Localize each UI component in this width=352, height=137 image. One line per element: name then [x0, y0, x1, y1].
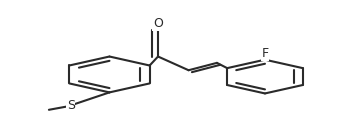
Text: S: S: [67, 99, 75, 112]
Text: O: O: [153, 17, 163, 30]
Text: F: F: [262, 47, 269, 60]
